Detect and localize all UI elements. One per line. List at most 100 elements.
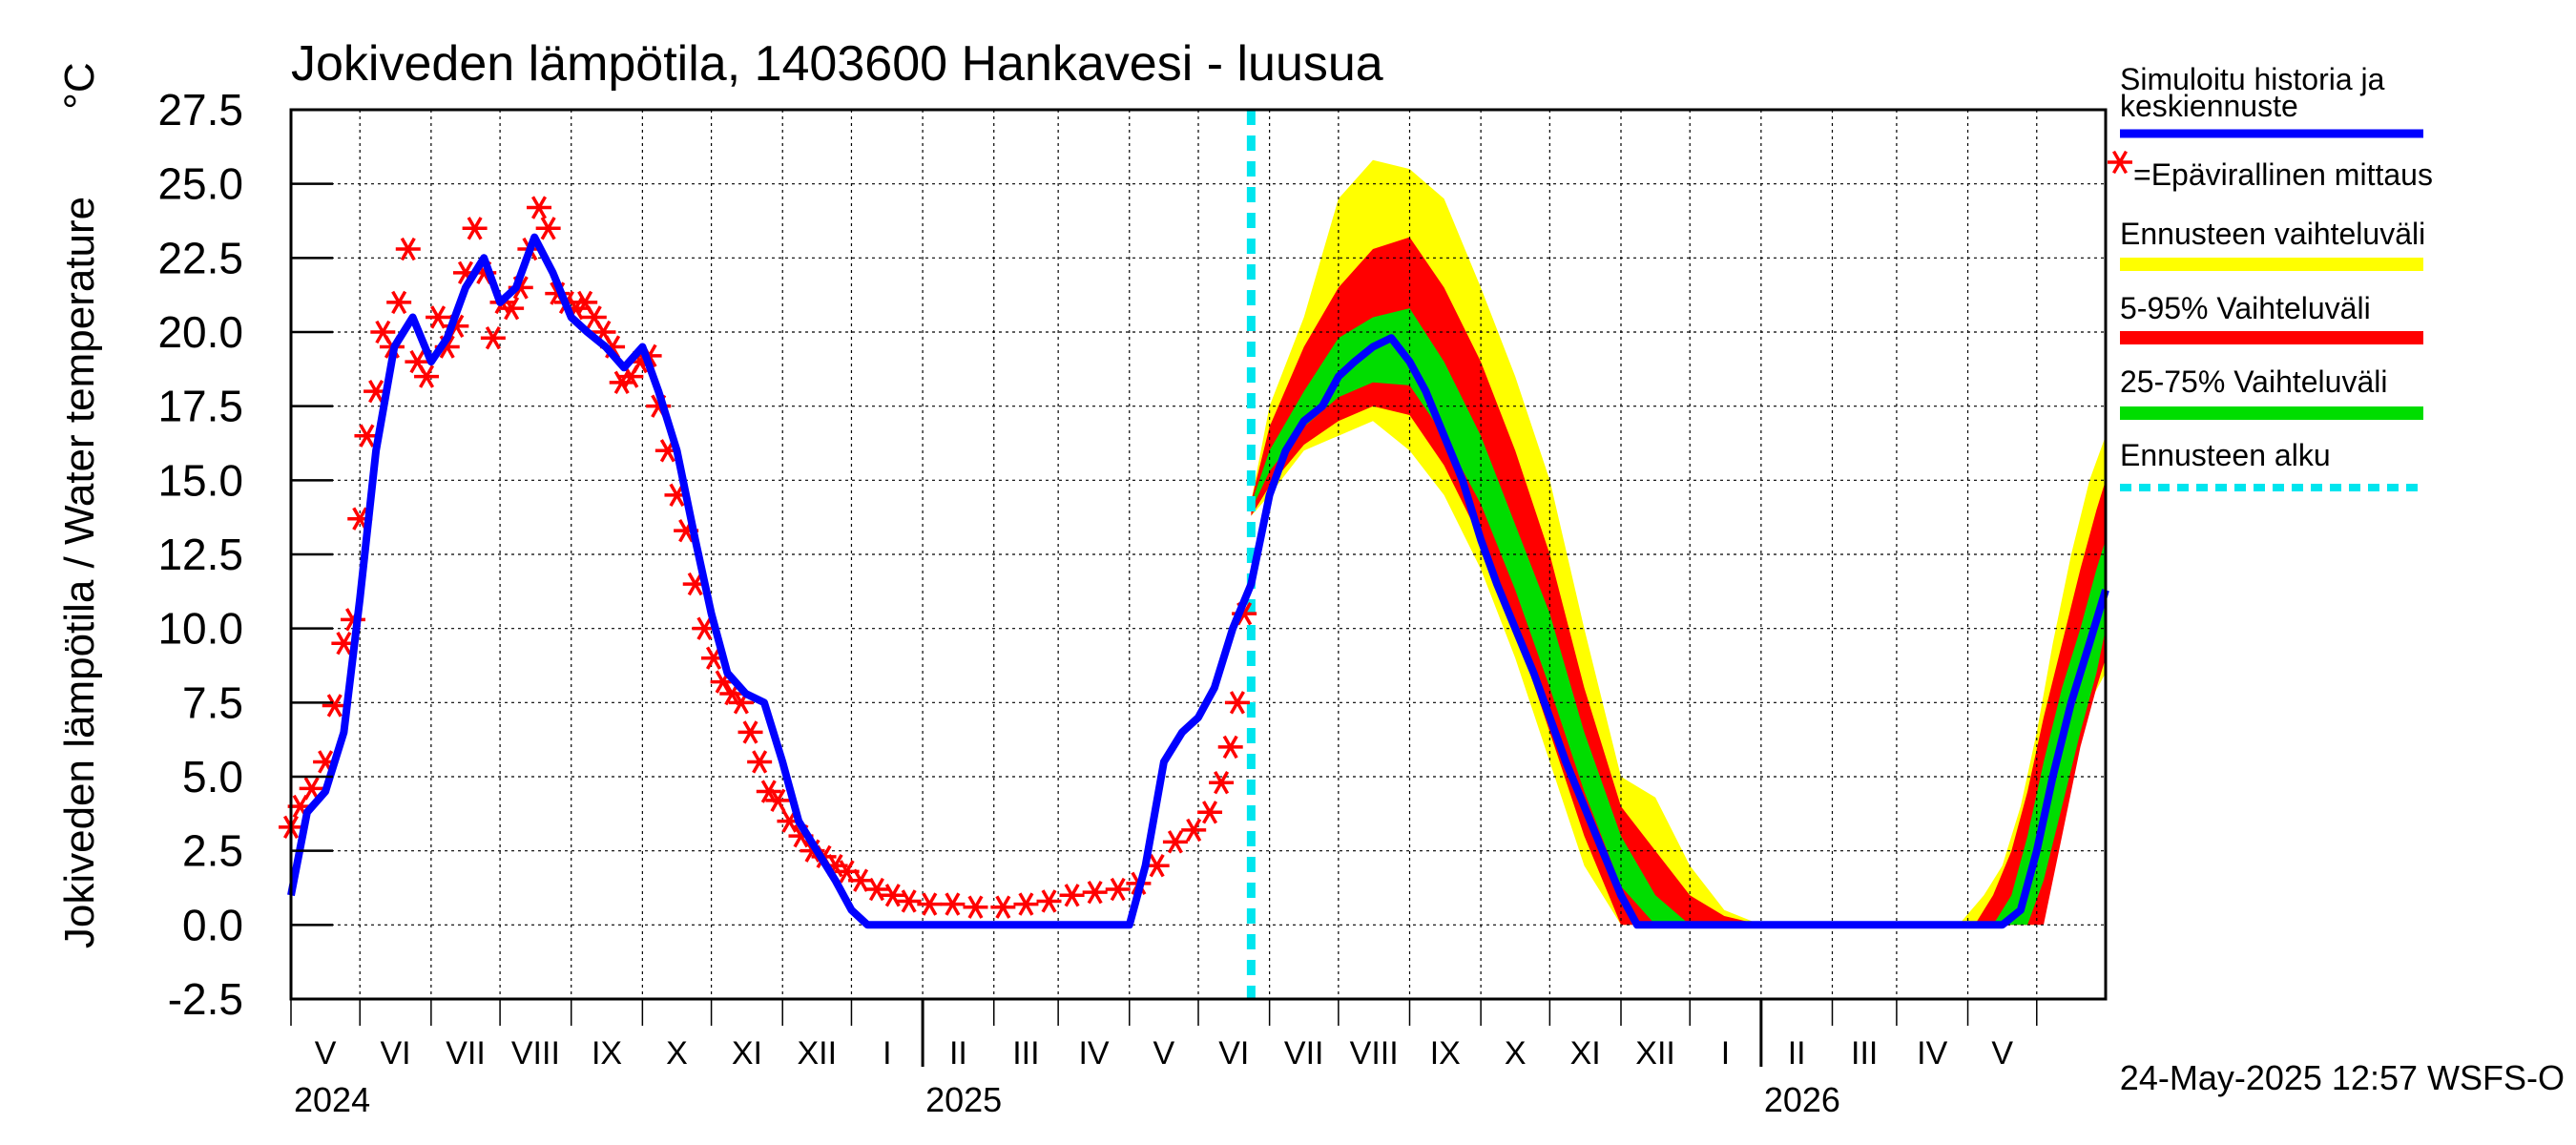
observation-point bbox=[414, 364, 440, 388]
year-label: 2026 bbox=[1764, 1080, 1840, 1119]
month-label: VI bbox=[380, 1035, 410, 1072]
band-3 bbox=[1251, 308, 1691, 926]
y-tick-label: 5.0 bbox=[182, 752, 243, 802]
observation-point bbox=[756, 780, 781, 803]
month-label: I bbox=[883, 1035, 891, 1072]
legend-label: Simuloitu historia ja bbox=[2120, 62, 2385, 96]
simulated-series bbox=[287, 233, 2109, 929]
y-tick-label: 22.5 bbox=[157, 233, 243, 282]
month-label: IX bbox=[592, 1035, 622, 1072]
month-label: VII bbox=[446, 1035, 486, 1072]
observation-point bbox=[1197, 801, 1223, 824]
month-label: XI bbox=[732, 1035, 762, 1072]
legend-label: Ennusteen vaihteluväli bbox=[2120, 217, 2425, 251]
month-label: X bbox=[666, 1035, 688, 1072]
month-label: IV bbox=[1078, 1035, 1109, 1072]
observations bbox=[279, 196, 1257, 919]
observation-point bbox=[322, 694, 347, 718]
y-tick-label: 20.0 bbox=[157, 307, 243, 357]
observation-point bbox=[1082, 880, 1108, 905]
observation-point bbox=[395, 237, 421, 261]
observation-point bbox=[896, 889, 922, 913]
month-label: XII bbox=[1635, 1035, 1675, 1072]
month-label: IV bbox=[1917, 1035, 1947, 1072]
observation-point bbox=[1217, 735, 1243, 760]
legend-item-2: =Epävirallinen mittaus bbox=[2108, 150, 2433, 192]
observation-point bbox=[940, 892, 966, 916]
observation-point bbox=[499, 296, 525, 321]
legend-item-3: Ennusteen vaihteluväli bbox=[2120, 217, 2425, 271]
month-label: V bbox=[1991, 1035, 2013, 1072]
observation-point bbox=[1105, 877, 1131, 902]
year-label: 2024 bbox=[294, 1080, 370, 1119]
y-tick-label: 15.0 bbox=[157, 455, 243, 505]
y-tick-label: 10.0 bbox=[157, 604, 243, 654]
month-label: XII bbox=[798, 1035, 838, 1072]
month-label: V bbox=[1153, 1035, 1175, 1072]
observation-point bbox=[737, 720, 763, 744]
observation-point bbox=[1224, 691, 1250, 715]
observation-point bbox=[480, 326, 506, 350]
observation-point bbox=[386, 290, 412, 315]
legend-item-6: Ennusteen alku bbox=[2120, 438, 2423, 491]
observation-point bbox=[848, 868, 874, 892]
legend-label: 25-75% Vaihteluväli bbox=[2120, 364, 2387, 399]
observation-point bbox=[535, 217, 561, 240]
month-label: VII bbox=[1284, 1035, 1324, 1072]
month-label: VIII bbox=[1350, 1035, 1399, 1072]
y-tick-label: 17.5 bbox=[157, 382, 243, 431]
observation-point bbox=[1036, 889, 1062, 913]
observation-point bbox=[527, 196, 552, 219]
y-axis-unit: °C bbox=[56, 62, 103, 109]
observation-point bbox=[1162, 830, 1188, 854]
simulated-line bbox=[287, 233, 2109, 929]
observation-point bbox=[765, 788, 791, 813]
observation-point bbox=[299, 777, 324, 801]
month-label: III bbox=[1851, 1035, 1878, 1072]
month-label: VIII bbox=[511, 1035, 560, 1072]
month-label: III bbox=[1012, 1035, 1039, 1072]
y-tick-labels: 27.5 25.0 22.5 20.0 17.5 15.0 12.5 10.0 7.5 5.0 2.… bbox=[157, 85, 333, 1024]
chart-title: Jokiveden lämpötila, 1403600 Hankavesi -… bbox=[291, 36, 1383, 92]
y-tick-label: -2.5 bbox=[168, 974, 243, 1024]
observation-point bbox=[1181, 818, 1207, 843]
legend-item-4: 5-95% Vaihteluväli bbox=[2120, 291, 2423, 344]
observation-point bbox=[747, 750, 773, 774]
month-label: X bbox=[1505, 1035, 1527, 1072]
band-6 bbox=[1993, 539, 2106, 926]
y-tick-label: 7.5 bbox=[182, 677, 243, 727]
month-label: XI bbox=[1570, 1035, 1601, 1072]
y-axis-label: Jokiveden lämpötila / Water temperature bbox=[56, 197, 103, 948]
observation-point bbox=[1013, 892, 1039, 916]
month-label: VI bbox=[1218, 1035, 1249, 1072]
observation-point bbox=[1059, 884, 1085, 907]
legend-label: 5-95% Vaihteluväli bbox=[2120, 291, 2371, 325]
legend-star bbox=[2111, 150, 2129, 175]
month-label: V bbox=[315, 1035, 337, 1072]
y-tick-label: 0.0 bbox=[182, 900, 243, 949]
observation-point bbox=[462, 217, 488, 240]
month-label: I bbox=[1721, 1035, 1730, 1072]
legend-item-5: 25-75% Vaihteluväli bbox=[2120, 364, 2423, 420]
y-tick-label: 2.5 bbox=[182, 826, 243, 876]
observation-point bbox=[1209, 771, 1235, 795]
observation-point bbox=[990, 895, 1016, 919]
legend-label: keskiennuste bbox=[2120, 89, 2298, 123]
month-label: II bbox=[949, 1035, 967, 1072]
legend-label: =Epävirallinen mittaus bbox=[2133, 157, 2433, 192]
y-tick-label: 12.5 bbox=[157, 530, 243, 579]
band-2 bbox=[1251, 237, 1761, 926]
observation-point bbox=[917, 892, 943, 916]
y-tick-label: 27.5 bbox=[157, 85, 243, 135]
month-label: II bbox=[1788, 1035, 1806, 1072]
year-label: 2025 bbox=[925, 1080, 1002, 1119]
month-label: IX bbox=[1430, 1035, 1461, 1072]
observation-point bbox=[963, 895, 988, 919]
y-tick-label: 25.0 bbox=[157, 159, 243, 209]
observation-point bbox=[426, 305, 451, 329]
legend-label: Ennusteen alku bbox=[2120, 438, 2331, 472]
timestamp: 24-May-2025 12:57 WSFS-O bbox=[2120, 1058, 2565, 1097]
